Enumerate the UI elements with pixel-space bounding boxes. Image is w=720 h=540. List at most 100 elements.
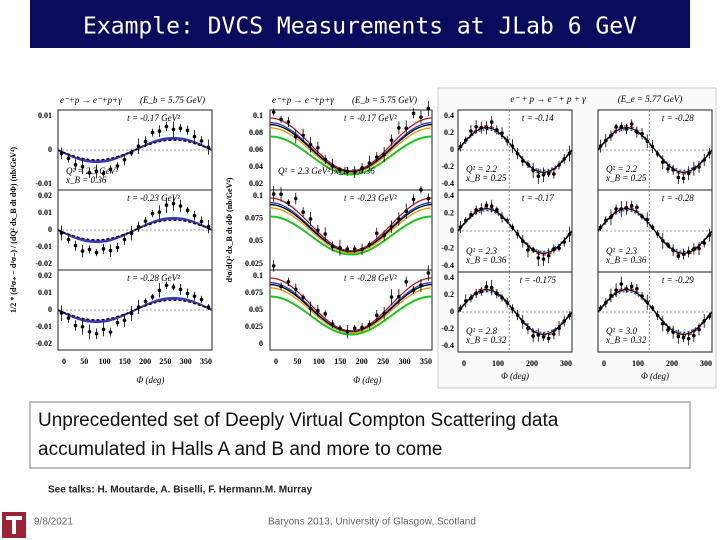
data-point: [338, 168, 342, 172]
data-point: [330, 164, 335, 169]
data-point: [199, 139, 204, 143]
y-tick-label: 0.02: [249, 179, 263, 188]
data-point: [666, 243, 670, 247]
y-tick-label: 0.02: [38, 191, 52, 200]
data-point: [316, 308, 320, 313]
data-point: [629, 122, 634, 126]
x-axis-label: Φ (deg): [353, 375, 381, 385]
data-point: [87, 330, 92, 334]
data-point: [419, 283, 423, 288]
data-point: [338, 326, 342, 331]
data-point: [567, 151, 572, 156]
data-point: [707, 314, 712, 318]
data-point: [115, 320, 120, 325]
data-point: [515, 232, 520, 236]
data-point: [635, 205, 639, 210]
x-tick-label: 200: [139, 357, 151, 366]
data-point: [510, 144, 515, 148]
data-point: [345, 329, 350, 334]
data-point: [157, 129, 162, 133]
data-point: [293, 134, 298, 139]
data-point: [330, 244, 335, 249]
t-label: t = -0.28 GeV²: [127, 273, 180, 283]
data-point: [279, 117, 283, 122]
data-point: [293, 196, 298, 201]
data-point: [94, 169, 99, 174]
data-point: [293, 287, 298, 292]
data-point: [122, 157, 127, 162]
y-tick-label: 0.05: [249, 236, 263, 245]
data-point: [122, 318, 127, 323]
x-tick-label: 300: [399, 357, 411, 366]
data-point: [676, 334, 681, 339]
t-label: t = -0.28: [662, 193, 694, 203]
data-point: [136, 224, 141, 229]
data-point: [666, 328, 670, 332]
model-curve: [597, 289, 713, 335]
beam-energy: (E_e = 5.77 GeV): [618, 94, 683, 104]
data-point: [367, 322, 372, 327]
data-point: [374, 155, 379, 159]
data-point: [164, 283, 169, 288]
data-point: [192, 213, 197, 218]
x-tick-label: 350: [420, 357, 432, 366]
data-point: [536, 333, 541, 337]
data-point: [676, 175, 681, 180]
data-point: [489, 204, 494, 208]
y-tick-label: 0.025: [245, 259, 263, 268]
x-tick-label: 100: [632, 359, 644, 368]
data-point: [323, 312, 328, 316]
data-point: [301, 295, 305, 300]
y-tick-label: 0.01: [38, 208, 52, 217]
x-tick-label: 250: [377, 357, 389, 366]
data-point: [404, 279, 409, 284]
data-point: [640, 132, 644, 136]
y-tick-label: 0.01: [38, 111, 52, 120]
data-point: [655, 232, 660, 236]
data-point: [479, 125, 484, 130]
y-tick-label: 0: [450, 145, 454, 154]
data-point: [484, 285, 489, 289]
data-point: [640, 214, 644, 219]
data-point: [635, 286, 639, 291]
data-point: [505, 218, 510, 223]
data-point: [655, 313, 660, 318]
data-point: [136, 144, 141, 149]
data-point: [469, 296, 473, 300]
y-tick-label: -0.02: [35, 259, 52, 268]
data-point: [122, 237, 127, 242]
data-point: [624, 287, 629, 291]
data-point: [697, 246, 701, 251]
data-point: [660, 321, 665, 326]
y-tick-label: -0.2: [441, 243, 454, 252]
data-point: [510, 307, 515, 311]
y-tick-label: 0.4: [444, 111, 454, 120]
data-point: [702, 241, 707, 245]
data-point: [515, 151, 520, 156]
data-point: [666, 167, 670, 171]
data-point: [185, 291, 190, 296]
y-tick-label: 0.025: [245, 322, 263, 331]
data-point: [301, 133, 305, 138]
kinematics: x_B = 0.36: [65, 175, 107, 185]
x-tick-label: 150: [334, 357, 346, 366]
plot-frame: [269, 269, 433, 351]
y-tick-label: 0.2: [444, 128, 454, 137]
data-point: [108, 330, 113, 334]
data-point: [419, 115, 423, 120]
model-curve: [269, 215, 433, 256]
data-point: [150, 211, 155, 216]
y-tick-label: -0.01: [35, 242, 52, 251]
kinematics: x_B = 0.32: [465, 335, 507, 345]
x-tick-label: 100: [313, 357, 325, 366]
data-point: [279, 192, 283, 196]
kinematics: x_B = 0.36: [605, 255, 647, 265]
callout-box: [29, 401, 691, 469]
data-point: [87, 171, 92, 175]
data-point: [206, 305, 211, 309]
x-tick-label: 200: [666, 359, 678, 368]
data-point: [271, 264, 276, 268]
data-point: [178, 204, 183, 208]
model-curve: [269, 127, 433, 174]
data-point: [650, 306, 655, 310]
